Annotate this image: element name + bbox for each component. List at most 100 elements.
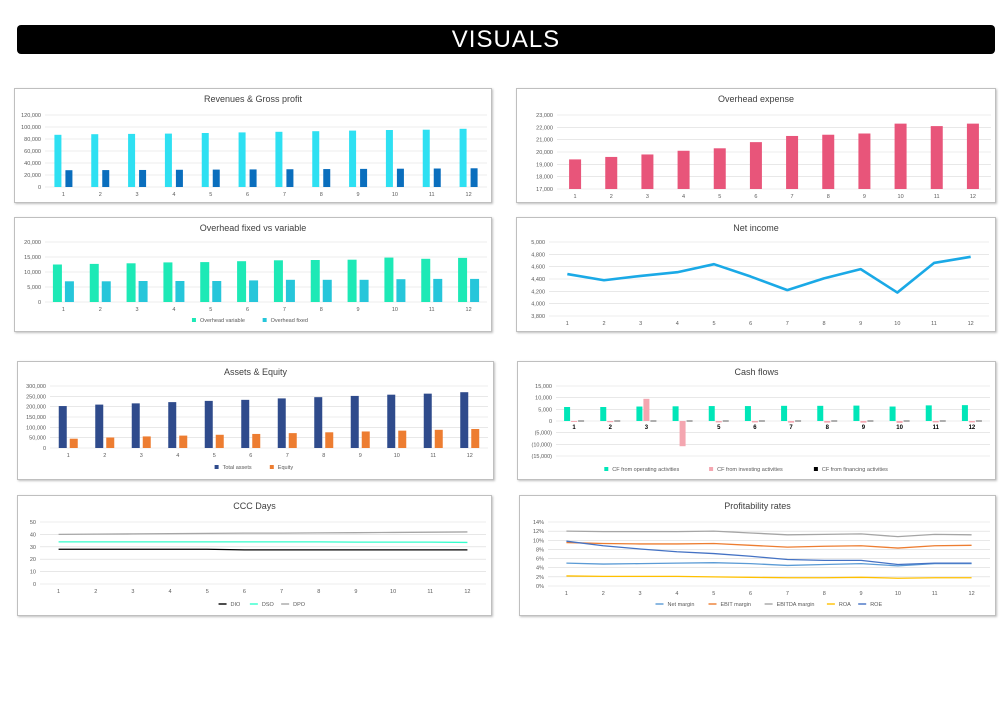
x-tick-label: 9 <box>359 453 362 459</box>
legend-swatch <box>191 318 196 322</box>
y-tick-label: 8% <box>536 547 544 553</box>
y-tick-label: 100,000 <box>26 425 46 431</box>
chart-overhead-fixed-variable: Overhead fixed vs variable 0 5,000 10,000 15… <box>14 217 492 332</box>
x-tick-label: 12 <box>968 321 974 327</box>
bar <box>349 130 357 187</box>
bar <box>672 406 679 421</box>
bar <box>961 405 968 421</box>
x-tick-label: 3 <box>136 192 139 198</box>
y-tick-label: 0% <box>536 584 544 590</box>
x-tick-label: 6 <box>753 425 757 431</box>
x-tick-label: 2 <box>103 453 106 459</box>
bar <box>824 421 831 423</box>
x-tick-label: 1 <box>566 321 569 327</box>
bar <box>396 279 406 302</box>
x-tick-label: 10 <box>898 194 904 200</box>
y-tick-label: 60,000 <box>24 149 41 155</box>
x-tick-label: 5 <box>206 589 209 595</box>
x-tick-label: 5 <box>213 453 216 459</box>
x-tick-label: 10 <box>392 307 398 313</box>
y-tick-label: 15,000 <box>24 255 41 261</box>
x-tick-label: 7 <box>786 321 789 327</box>
series-line <box>566 540 972 566</box>
chart-title: Revenues & Gross profit <box>204 94 303 104</box>
bar <box>758 420 765 422</box>
bar <box>643 398 650 421</box>
bar <box>578 420 585 422</box>
legend-label: ROE <box>870 602 882 608</box>
bar <box>65 170 73 187</box>
bar <box>212 281 222 302</box>
y-tick-label: 0 <box>549 419 552 425</box>
legend-label: Net margin <box>668 602 695 608</box>
x-tick-label: 5 <box>712 591 715 597</box>
x-tick-label: 5 <box>712 321 715 327</box>
bar <box>817 405 824 421</box>
y-tick-label: 10% <box>533 538 544 544</box>
y-tick-label: 4,400 <box>531 277 545 283</box>
legend-label: DIO <box>231 602 242 608</box>
bar <box>310 260 320 302</box>
y-tick-label: 18,000 <box>536 175 553 181</box>
y-tick-label: 14% <box>533 520 544 526</box>
bar <box>175 281 185 302</box>
chart-title: Assets & Equity <box>224 367 288 377</box>
x-tick-label: 5 <box>718 194 721 200</box>
legend-swatch <box>214 465 219 469</box>
bar <box>569 159 582 189</box>
x-tick-label: 4 <box>682 194 685 200</box>
x-tick-label: 10 <box>394 453 400 459</box>
x-tick-label: 6 <box>246 307 249 313</box>
x-tick-label: 8 <box>317 589 320 595</box>
chart-ccc-days: CCC Days 0 10 20 30 40 50 1 2 3 4 5 6 7 8 9 10 11 12 DIO DSO… <box>17 495 492 616</box>
x-tick-label: 3 <box>140 453 143 459</box>
bar <box>421 258 431 302</box>
legend-label: Overhead fixed <box>271 318 308 324</box>
legend-label: Overhead variable <box>200 318 245 324</box>
x-tick-label: 8 <box>320 307 323 313</box>
x-tick-label: 11 <box>429 192 435 198</box>
series-line <box>566 575 972 579</box>
chart-title: Overhead fixed vs variable <box>200 223 307 233</box>
bar <box>460 392 469 448</box>
x-tick-label: 9 <box>357 307 360 313</box>
bar <box>138 281 148 302</box>
y-tick-label: 5,000 <box>531 240 545 246</box>
bar <box>677 150 690 189</box>
bar <box>433 168 441 187</box>
legend-label: EBIT margin <box>721 602 751 608</box>
y-tick-label: 120,000 <box>21 113 41 119</box>
x-tick-label: 8 <box>320 192 323 198</box>
x-tick-label: 8 <box>827 194 830 200</box>
x-tick-label: 4 <box>172 192 175 198</box>
bar <box>52 264 62 302</box>
x-tick-label: 7 <box>283 307 286 313</box>
y-tick-label: 17,000 <box>536 187 553 193</box>
x-tick-label: 10 <box>895 591 901 597</box>
y-tick-label: 150,000 <box>26 415 46 421</box>
bar <box>966 123 979 189</box>
series-line <box>566 541 972 549</box>
bar <box>347 259 357 302</box>
x-tick-label: 8 <box>823 591 826 597</box>
bar <box>359 279 369 302</box>
bar <box>128 133 136 187</box>
x-tick-label: 5 <box>717 425 721 431</box>
y-tick-label: 20,000 <box>24 240 41 246</box>
bar <box>273 260 283 302</box>
bar <box>422 129 430 187</box>
x-tick-label: 11 <box>427 589 433 595</box>
y-tick-label: 5,000 <box>538 407 552 413</box>
bar <box>896 421 903 423</box>
x-tick-label: 2 <box>610 194 613 200</box>
legend-swatch <box>262 318 267 322</box>
x-tick-label: 2 <box>602 321 605 327</box>
x-tick-label: 11 <box>429 307 435 313</box>
bar <box>751 421 758 423</box>
bar <box>471 428 480 448</box>
bar <box>64 281 74 302</box>
x-tick-label: 6 <box>243 589 246 595</box>
y-tick-label: (10,000) <box>532 442 553 448</box>
bar <box>249 280 259 302</box>
y-tick-label: 50 <box>30 520 36 526</box>
